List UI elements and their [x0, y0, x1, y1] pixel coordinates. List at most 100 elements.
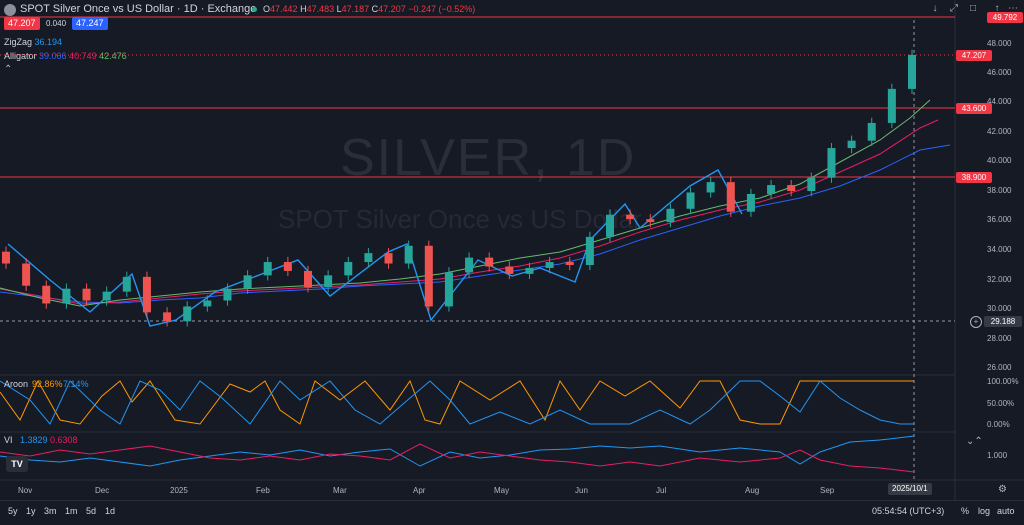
hline-top-price-tag: 49.792: [987, 12, 1023, 23]
sell-price-button[interactable]: 47.207: [4, 17, 40, 30]
symbol-title[interactable]: SPOT Silver Once vs US Dollar · 1D · Exc…: [20, 3, 257, 15]
crosshair-date-tag: 2025/10/1: [888, 483, 932, 495]
time-axis-label: Feb: [256, 486, 270, 495]
range-button-1d[interactable]: 1d: [105, 506, 116, 516]
candle: [706, 182, 715, 193]
time-axis-label: Sep: [820, 486, 835, 495]
price-axis-label: 40.000: [987, 156, 1012, 165]
candle: [485, 257, 494, 267]
candle: [324, 275, 333, 288]
range-button-1m[interactable]: 1m: [65, 506, 78, 516]
indicator-alligator[interactable]: Alligator 39.066 40.749 42.476: [4, 51, 127, 61]
price-axis-label: 28.000: [987, 334, 1012, 343]
time-axis-label: Aug: [745, 486, 760, 495]
pane-controls-icon[interactable]: ⌄⌃: [966, 436, 983, 447]
tradingview-logo-icon[interactable]: TV: [6, 456, 28, 472]
buy-price-button[interactable]: 47.247: [72, 17, 108, 30]
range-button-5y[interactable]: 5y: [8, 506, 18, 516]
range-button-1y[interactable]: 1y: [26, 506, 36, 516]
time-axis-label: Mar: [333, 486, 347, 495]
aroon-up-line: [0, 379, 914, 425]
percent-toggle[interactable]: %: [961, 506, 970, 516]
aroon-down-value: 7.14%: [63, 379, 89, 389]
aroon-axis-label: 100.00%: [987, 377, 1019, 386]
price-axis-label: 44.000: [987, 97, 1012, 106]
time-axis-label: 2025: [170, 486, 188, 495]
candle: [606, 214, 614, 237]
spread-value: 0.040: [46, 19, 67, 28]
bottom-toolbar: [0, 500, 1024, 525]
candle: [444, 272, 453, 307]
candle: [62, 288, 71, 304]
candle: [384, 253, 393, 264]
add-alert-icon[interactable]: +: [970, 316, 982, 328]
price-axis-label: 46.000: [987, 68, 1012, 77]
maximize-icon[interactable]: ⤢: [950, 3, 958, 14]
auto-toggle[interactable]: auto: [997, 506, 1015, 516]
candle: [283, 262, 292, 271]
candle: [827, 148, 836, 178]
candle: [565, 262, 574, 265]
candle: [203, 300, 212, 307]
square-icon[interactable]: □: [969, 3, 977, 14]
time-axis-label: Jun: [575, 486, 588, 495]
hline-lower-price-tag: 38.900: [956, 172, 992, 183]
alligator-jaw-line: [0, 144, 951, 304]
candle: [726, 182, 735, 212]
range-button-3m[interactable]: 3m: [44, 506, 57, 516]
time-axis-label: Apr: [413, 486, 426, 495]
ohlc-readout: O47.442 H47.483 L47.187 C47.207 −0.247 (…: [263, 4, 476, 14]
candle: [82, 288, 91, 301]
candle: [364, 253, 373, 263]
alligator-teeth-line: [0, 119, 939, 305]
candle: [304, 270, 312, 288]
time-axis-label: Jul: [656, 486, 667, 495]
clock-timezone[interactable]: 05:54:54 (UTC+3): [872, 506, 945, 516]
arrow-down-icon[interactable]: ↓: [932, 3, 938, 14]
candle: [807, 177, 816, 191]
vi-plus-value: 1.3829: [20, 435, 48, 445]
candle: [2, 251, 10, 264]
candle: [404, 245, 413, 264]
price-axis-label: 36.000: [987, 215, 1012, 224]
aroon-up-value: 92.86%: [32, 379, 63, 389]
candle: [666, 208, 675, 223]
candle: [867, 122, 876, 141]
crosshair-price-tag: 29.188: [984, 316, 1022, 327]
candle: [465, 257, 474, 273]
candle: [122, 276, 131, 292]
candle: [767, 185, 776, 194]
current-price-tag: 47.207: [956, 50, 992, 61]
hline-upper-price-tag: 43.600: [956, 103, 992, 114]
time-axis-label: Dec: [95, 486, 110, 495]
watermark-description: SPOT Silver Once vs US Dollar: [278, 204, 642, 234]
indicator-zigzag[interactable]: ZigZag 36.194: [4, 37, 63, 47]
more-options-icon[interactable]: ⋯: [1008, 3, 1018, 14]
collapse-indicators-icon[interactable]: ⌃: [4, 64, 13, 75]
arrow-up-icon[interactable]: ↑: [994, 3, 1000, 14]
candle-series: [2, 49, 916, 327]
candle: [223, 288, 232, 301]
candle: [344, 262, 353, 276]
time-axis-label: Nov: [18, 486, 33, 495]
price-axis-label: 32.000: [987, 275, 1012, 284]
aroon-label: Aroon: [4, 379, 28, 389]
candle: [263, 262, 272, 276]
candle: [102, 291, 111, 301]
chart-canvas[interactable]: Aroon 92.86% 7.14% VI 1.3829 0.6308: [0, 0, 1024, 500]
symbol-logo-icon: [4, 4, 16, 16]
candle: [22, 263, 31, 286]
log-toggle[interactable]: log: [978, 506, 991, 516]
candle: [525, 267, 534, 274]
vi-minus-value: 0.6308: [50, 435, 78, 445]
candle: [908, 54, 916, 89]
vi-minus-line: [0, 443, 915, 473]
settings-gear-icon[interactable]: ⚙: [998, 484, 1007, 495]
candle: [585, 236, 594, 265]
price-axis-label: 26.000: [987, 363, 1012, 372]
aroon-axis-label: 0.00%: [987, 420, 1010, 429]
range-button-5d[interactable]: 5d: [86, 506, 97, 516]
candle: [243, 275, 252, 289]
candle: [163, 312, 172, 322]
candle: [746, 193, 755, 212]
